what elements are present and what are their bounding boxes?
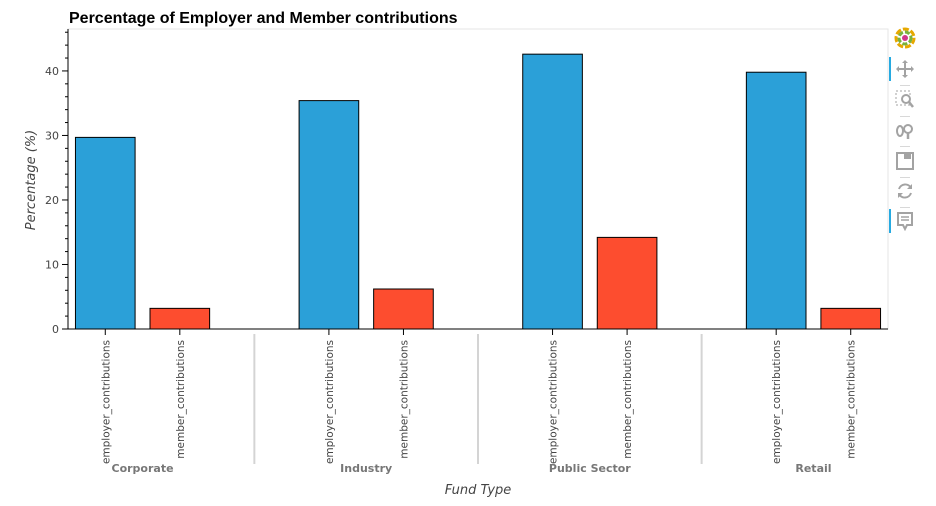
save-icon[interactable] <box>893 149 917 173</box>
pan-icon[interactable] <box>889 57 917 81</box>
bar-employer-contributions-retail[interactable] <box>745 71 807 330</box>
x-subcategory-label: member_contributions <box>846 340 858 459</box>
y-tick-label: 10 <box>45 258 59 271</box>
x-subcategory-label: employer_contributions <box>771 340 783 464</box>
x-axis-label: Fund Type <box>445 483 512 498</box>
x-subcategory-label: employer_contributions <box>324 340 336 464</box>
bar-employer-contributions-industry[interactable] <box>298 100 360 330</box>
box-zoom-icon[interactable] <box>893 88 917 112</box>
x-subcategory-label: member_contributions <box>398 340 410 459</box>
hover-icon[interactable] <box>889 209 917 233</box>
bar-member-contributions-retail[interactable] <box>820 307 882 330</box>
y-tick-label: 20 <box>45 194 59 207</box>
x-group-label: Public Sector <box>549 462 631 475</box>
bar-employer-contributions-corporate[interactable] <box>74 136 136 330</box>
y-tick-label: 40 <box>45 65 59 78</box>
x-subcategory-label: employer_contributions <box>548 340 560 464</box>
x-subcategory-label: employer_contributions <box>100 340 112 464</box>
y-axis-label: Percentage (%) <box>24 130 39 231</box>
bokeh-logo-icon[interactable] <box>893 26 917 50</box>
y-tick-label: 30 <box>45 129 59 142</box>
chart-title: Percentage of Employer and Member contri… <box>69 10 458 27</box>
x-group-label: Corporate <box>112 462 174 475</box>
chart-toolbar <box>888 22 928 252</box>
bar-member-contributions-public-sector[interactable] <box>596 236 658 330</box>
bar-member-contributions-industry[interactable] <box>373 288 434 330</box>
x-group-label: Retail <box>795 462 831 475</box>
y-tick-label: 0 <box>52 323 59 336</box>
wheel-zoom-icon[interactable] <box>893 118 917 142</box>
x-subcategory-label: member_contributions <box>175 340 187 459</box>
bar-employer-contributions-public-sector[interactable] <box>522 53 583 330</box>
bar-member-contributions-corporate[interactable] <box>149 307 211 330</box>
x-subcategory-label: member_contributions <box>622 340 634 459</box>
x-group-label: Industry <box>340 462 392 475</box>
reset-icon[interactable] <box>893 179 917 203</box>
